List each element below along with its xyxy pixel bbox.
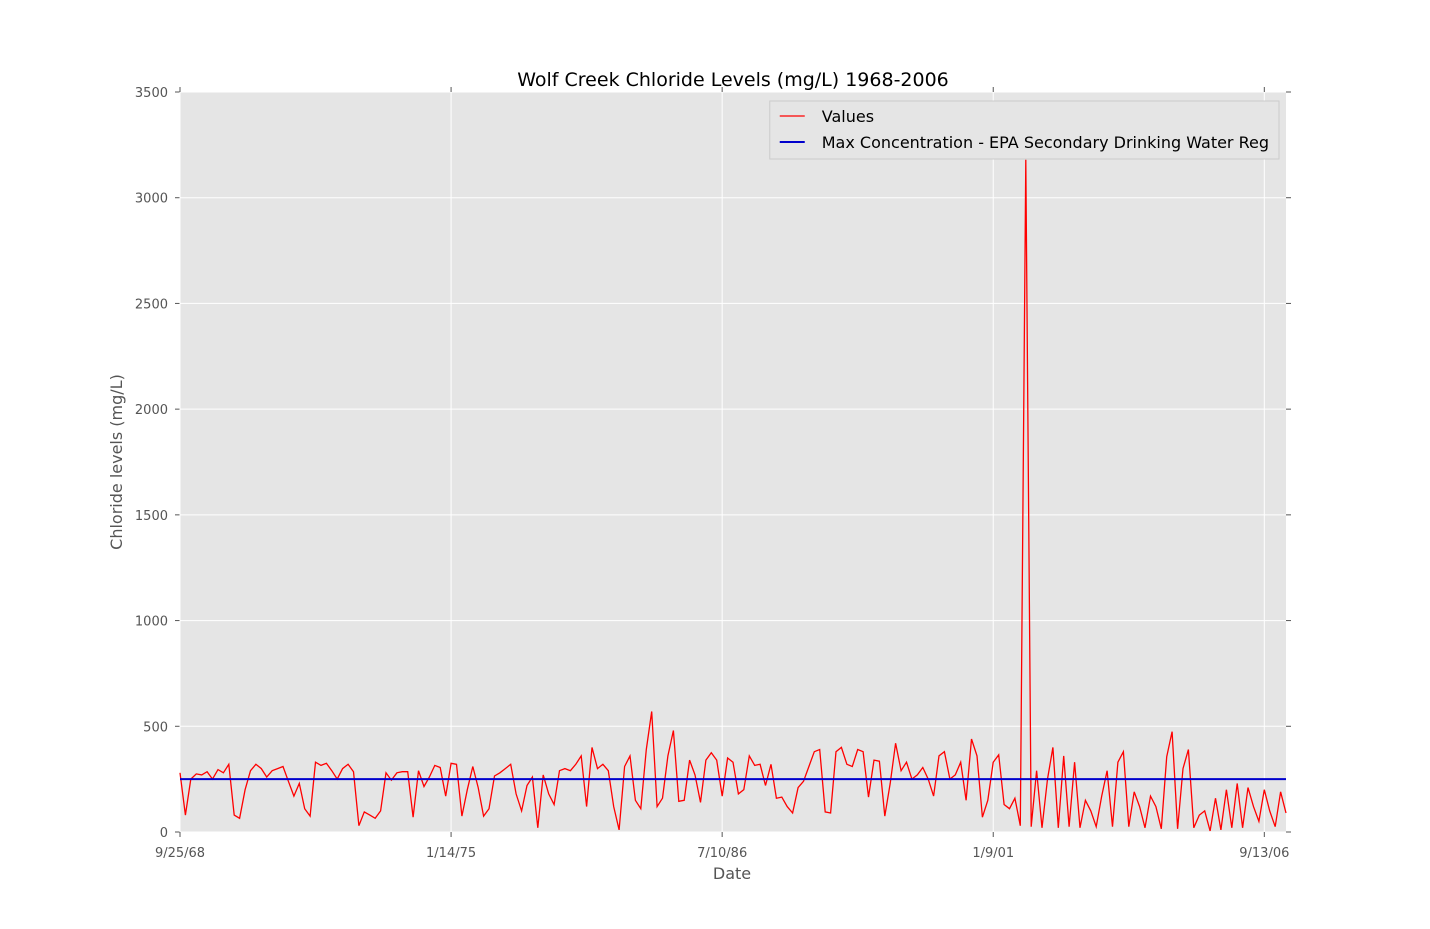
y-tick-label: 2500 [135,297,168,312]
y-tick-label: 1000 [135,615,168,630]
x-tick-label: 7/10/86 [697,846,747,861]
legend: Values Max Concentration - EPA Secondary … [769,100,1280,160]
x-axis-label: Date [713,864,751,883]
data-line [179,159,1287,832]
y-tick-label: 500 [143,720,168,735]
x-tick-label: 9/25/68 [155,846,205,861]
marks [179,159,1287,832]
y-axis-label: Chloride levels (mg/L) [107,374,126,550]
legend-label: Max Concentration - EPA Secondary Drinki… [822,133,1269,152]
y-tick-label: 3500 [135,86,168,101]
x-tick-label: 1/9/01 [972,846,1014,861]
x-tick-label: 1/14/75 [426,846,476,861]
y-tick-label: 3000 [135,192,168,207]
y-tick-label: 2000 [135,403,168,418]
legend-box [769,100,1280,160]
grid [175,87,1291,837]
chart-title: Wolf Creek Chloride Levels (mg/L) 1968-2… [517,69,949,91]
plot-area [180,92,1286,832]
y-tick-label: 0 [160,826,168,841]
x-tick-label: 9/13/06 [1239,846,1289,861]
y-tick-label: 1500 [135,509,168,524]
legend-label: Values [822,107,874,126]
